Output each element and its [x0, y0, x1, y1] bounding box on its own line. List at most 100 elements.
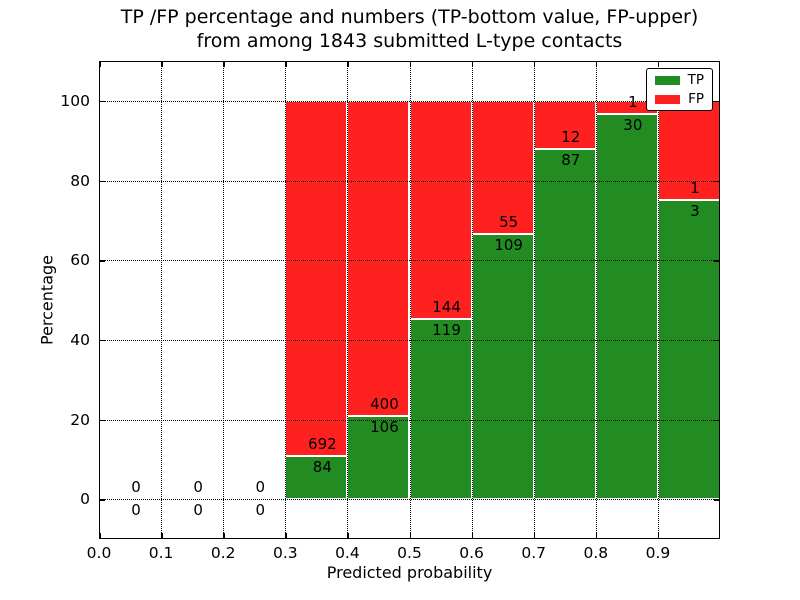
tp-count-label: 109 — [494, 236, 523, 255]
tp-count-label: 87 — [561, 151, 581, 170]
x-tick-mark — [533, 533, 536, 539]
y-tick-mark — [99, 100, 105, 103]
y-tick-label: 80 — [70, 171, 90, 190]
gridline-vertical — [595, 61, 597, 539]
x-tick-label: 0.8 — [583, 544, 609, 562]
legend-label-fp: FP — [688, 91, 704, 107]
gridline-vertical — [409, 61, 411, 539]
fp-count-label: 0 — [193, 478, 203, 497]
tp-count-label: 0 — [131, 501, 141, 520]
y-tick-label: 60 — [70, 251, 90, 270]
x-tick-mark — [285, 533, 287, 539]
gridline-horizontal — [99, 100, 720, 102]
tp-count-label: 0 — [193, 501, 203, 520]
tp-swatch-icon — [655, 75, 680, 85]
y-tick-mark — [714, 339, 720, 342]
bar-segment-tp — [533, 149, 596, 500]
fp-count-label: 12 — [561, 128, 581, 147]
y-tick-mark — [714, 100, 720, 103]
x-tick-mark — [223, 61, 225, 67]
gridline-horizontal — [99, 339, 720, 341]
gridline-horizontal — [99, 499, 720, 501]
tp-count-label: 30 — [623, 115, 643, 134]
x-tick-label: 0.5 — [397, 544, 422, 562]
x-tick-mark — [285, 61, 287, 67]
y-tick-mark — [99, 260, 105, 262]
fp-swatch-icon — [655, 94, 680, 104]
chart-title-line2: from among 1843 submitted L-type contact… — [196, 30, 623, 52]
x-tick-mark — [161, 533, 163, 539]
y-tick-label: 100 — [60, 91, 90, 110]
tp-count-label: 106 — [370, 417, 399, 436]
gridline-vertical — [223, 61, 225, 539]
gridline-vertical — [657, 61, 659, 539]
tp-count-label: 119 — [432, 320, 461, 339]
gridline-horizontal — [99, 419, 720, 421]
bar-segment-tp — [657, 200, 720, 500]
x-tick-label: 0.2 — [210, 544, 236, 562]
x-tick-mark — [595, 533, 598, 539]
y-tick-label: 40 — [70, 330, 90, 349]
fp-count-label: 55 — [499, 213, 519, 232]
legend-entry-tp: TP — [655, 73, 704, 87]
x-tick-mark — [347, 61, 349, 67]
x-tick-mark — [471, 61, 474, 67]
fp-count-label: 400 — [370, 394, 399, 413]
x-tick-mark — [595, 61, 598, 67]
x-tick-mark — [99, 61, 101, 67]
x-tick-label: 0.9 — [645, 544, 671, 562]
chart-title-line1: TP /FP percentage and numbers (TP-bottom… — [120, 6, 699, 28]
y-tick-mark — [714, 260, 720, 262]
y-tick-mark — [714, 499, 720, 501]
y-tick-mark — [99, 180, 105, 182]
tp-count-label: 3 — [690, 202, 700, 221]
x-tick-mark — [223, 533, 225, 539]
x-tick-mark — [99, 533, 101, 539]
legend: TP FP — [646, 68, 713, 111]
fp-count-label: 144 — [432, 297, 461, 316]
tp-count-label: 84 — [312, 458, 332, 477]
x-tick-label: 0.6 — [459, 544, 484, 562]
x-tick-mark — [347, 533, 349, 539]
x-tick-label: 0.0 — [86, 544, 112, 562]
bar-segment-fp — [471, 100, 534, 235]
y-tick-mark — [714, 419, 720, 421]
x-tick-label: 0.3 — [272, 544, 298, 562]
fp-count-label: 692 — [308, 435, 337, 454]
y-tick-mark — [714, 180, 720, 182]
y-tick-label: 0 — [80, 490, 90, 509]
y-tick-mark — [99, 339, 105, 342]
y-tick-label: 20 — [70, 410, 90, 429]
legend-label-tp: TP — [687, 72, 704, 88]
gridline-vertical — [285, 61, 287, 539]
x-tick-label: 0.1 — [148, 544, 174, 562]
fp-count-label: 0 — [131, 478, 141, 497]
gridline-vertical — [533, 61, 535, 539]
tp-count-label: 0 — [255, 501, 266, 520]
bar-segment-fp — [347, 100, 410, 416]
legend-entry-fp: FP — [655, 92, 704, 106]
plot-area: 0 0 0 0 0 0 692 84 400 106 144 119 55 109 12 87 1 30 1 3 — [99, 61, 720, 539]
y-tick-mark — [99, 499, 105, 501]
x-tick-mark — [657, 61, 660, 67]
gridline-vertical — [161, 61, 163, 539]
x-axis-label: Predicted probability — [326, 563, 493, 582]
x-tick-mark — [409, 533, 411, 539]
bar-segment-fp — [409, 100, 472, 319]
bar-segment-tp — [409, 318, 472, 500]
x-tick-label: 0.7 — [521, 544, 547, 562]
x-tick-mark — [533, 61, 536, 67]
bar-segment-tp — [471, 234, 534, 500]
gridline-vertical — [471, 61, 473, 539]
gridline-horizontal — [99, 260, 720, 262]
gridline-horizontal — [99, 180, 720, 182]
x-tick-mark — [471, 533, 474, 539]
x-tick-mark — [409, 61, 411, 67]
x-tick-mark — [657, 533, 660, 539]
x-tick-mark — [161, 61, 163, 67]
bar-segment-fp — [657, 100, 720, 201]
fp-count-label: 0 — [255, 478, 266, 497]
fp-count-label: 1 — [690, 179, 700, 198]
x-tick-label: 0.4 — [335, 544, 360, 562]
